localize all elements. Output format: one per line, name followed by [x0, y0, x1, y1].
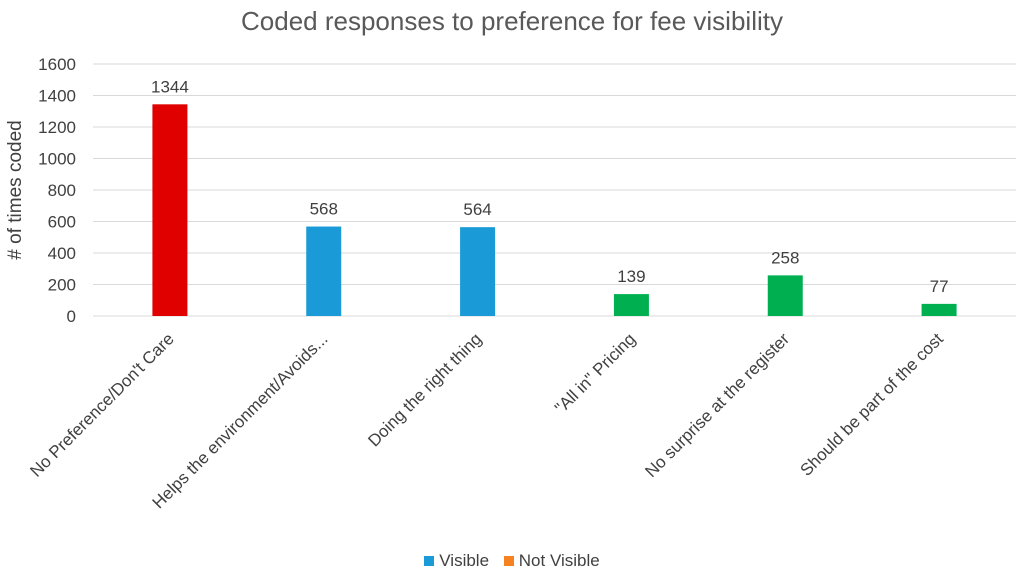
data-label: 258	[771, 248, 799, 267]
data-label: 568	[310, 200, 338, 219]
legend-swatch-not-visible	[503, 556, 514, 566]
category-label: No surprise at the register	[641, 329, 793, 481]
y-tick-label: 600	[48, 213, 76, 232]
y-tick-label: 0	[67, 307, 76, 326]
bar	[152, 104, 188, 316]
data-label: 564	[463, 200, 491, 219]
chart-title: Coded responses to preference for fee vi…	[241, 6, 783, 36]
category-label: Should be part of the cost	[796, 329, 947, 480]
data-label: 77	[930, 277, 949, 296]
bar	[767, 275, 803, 316]
legend-label-visible: Visible	[439, 551, 490, 570]
bar	[613, 294, 649, 316]
y-tick-label: 400	[48, 244, 76, 263]
y-tick-label: 1600	[38, 55, 76, 74]
y-tick-label: 1000	[38, 150, 76, 169]
legend-item-visible: Visible	[424, 551, 489, 571]
data-label: 1344	[151, 77, 189, 96]
y-tick-label: 1200	[38, 118, 76, 137]
bar	[921, 303, 957, 316]
legend-swatch-visible	[424, 556, 435, 566]
bar	[306, 226, 342, 316]
data-label: 139	[617, 267, 645, 286]
category-label: Helps the environment/Avoids...	[149, 329, 332, 512]
legend-item-not-visible: Not Visible	[503, 551, 600, 571]
category-label: "All in" Pricing	[551, 329, 639, 417]
category-label: No Preference/Don't Care	[26, 329, 177, 480]
y-tick-label: 200	[48, 276, 76, 295]
y-tick-label: 800	[48, 181, 76, 200]
y-tick-label: 1400	[38, 87, 76, 106]
bar	[460, 227, 496, 316]
category-label: Doing the right thing	[364, 329, 485, 450]
legend: Visible Not Visible	[0, 551, 1024, 571]
y-axis-label: # of times coded	[5, 120, 26, 259]
legend-label-not-visible: Not Visible	[518, 551, 600, 570]
